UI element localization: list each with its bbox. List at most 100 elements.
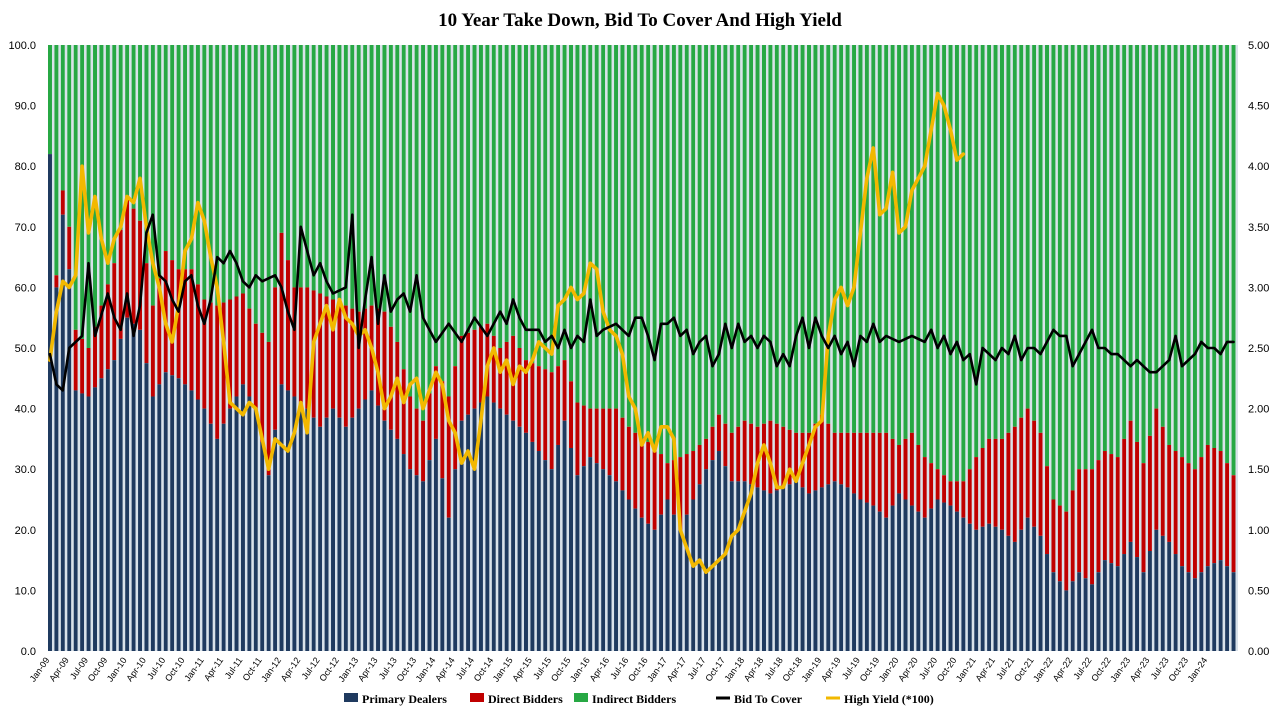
bar-direct-bidders — [974, 457, 979, 530]
x-tick-label: Apr-20 — [896, 655, 920, 683]
bar-gap — [238, 45, 241, 651]
bar-primary-dealers — [324, 417, 329, 651]
bar-indirect-bidders — [787, 45, 792, 430]
bar-indirect-bidders — [446, 45, 451, 397]
bar-direct-bidders — [1102, 451, 1107, 561]
bar-gap — [991, 45, 994, 651]
bar-primary-dealers — [176, 378, 181, 651]
bar-primary-dealers — [1006, 535, 1011, 651]
bar-gap — [1003, 45, 1007, 651]
bar-indirect-bidders — [1025, 45, 1030, 409]
bar-primary-dealers — [762, 490, 766, 651]
bar-indirect-bidders — [723, 45, 728, 424]
bar-gap — [225, 45, 229, 651]
bar-direct-bidders — [1167, 444, 1172, 542]
bar-direct-bidders — [1192, 469, 1197, 579]
bar-direct-bidders — [279, 232, 284, 385]
bar-direct-bidders — [646, 441, 651, 524]
bar-primary-dealers — [1000, 529, 1004, 651]
bar-gap — [174, 45, 177, 651]
bar-indirect-bidders — [1218, 45, 1223, 452]
bar-primary-dealers — [440, 478, 445, 651]
bar-primary-dealers — [163, 372, 168, 651]
bar-direct-bidders — [105, 284, 110, 370]
bar-gap — [1235, 45, 1238, 651]
bar-gap — [309, 45, 312, 651]
bar-direct-bidders — [247, 308, 252, 397]
right-tick-label: 2.50 — [1248, 343, 1269, 355]
bar-primary-dealers — [1090, 584, 1095, 651]
bar-gap — [1087, 45, 1091, 651]
bar-primary-dealers — [1102, 560, 1107, 651]
right-tick-label: 0.00 — [1248, 646, 1269, 658]
bar-gap — [1049, 45, 1052, 651]
bar-gap — [547, 45, 550, 651]
bar-indirect-bidders — [1000, 45, 1004, 439]
bar-gap — [894, 45, 898, 651]
bar-indirect-bidders — [614, 45, 619, 409]
bar-direct-bidders — [884, 432, 889, 518]
bar-gap — [682, 45, 685, 651]
bar-indirect-bidders — [99, 45, 104, 306]
bar-indirect-bidders — [646, 45, 651, 442]
x-tick-label: Jan-18 — [722, 655, 746, 683]
bar-direct-bidders — [1083, 469, 1088, 579]
bar-direct-bidders — [980, 447, 985, 527]
bar-gap — [450, 45, 454, 651]
bar-primary-dealers — [845, 487, 850, 651]
x-tick-label: Apr-15 — [510, 655, 534, 683]
bar-gap — [740, 45, 743, 651]
bar-primary-dealers — [305, 408, 310, 651]
bar-primary-dealers — [150, 396, 155, 651]
bar-indirect-bidders — [292, 45, 297, 288]
bar-direct-bidders — [395, 341, 400, 439]
bar-primary-dealers — [1032, 526, 1037, 651]
bar-primary-dealers — [813, 490, 818, 651]
bar-direct-bidders — [517, 348, 522, 427]
bar-primary-dealers — [890, 505, 895, 651]
bar-primary-dealers — [569, 447, 574, 651]
bar-indirect-bidders — [871, 45, 876, 433]
bar-gap — [984, 45, 988, 651]
bar-direct-bidders — [324, 296, 329, 418]
bar-primary-dealers — [1122, 554, 1127, 651]
bar-gap — [1139, 45, 1142, 651]
bar-indirect-bidders — [131, 45, 136, 209]
bar-primary-dealers — [131, 323, 136, 651]
bar-primary-dealers — [350, 417, 355, 651]
bar-gap — [116, 45, 119, 651]
bar-direct-bidders — [1231, 475, 1236, 573]
left-tick-label: 30.0 — [15, 464, 36, 476]
bar-primary-dealers — [234, 396, 239, 651]
bar-primary-dealers — [832, 481, 837, 651]
bar-gap — [251, 45, 254, 651]
bar-indirect-bidders — [440, 45, 445, 382]
bar-primary-dealers — [736, 481, 741, 651]
right-tick-label: 0.50 — [1248, 585, 1269, 597]
bar-gap — [103, 45, 106, 651]
bar-gap — [688, 45, 692, 651]
bar-indirect-bidders — [1064, 45, 1069, 512]
x-tick-label: Apr-10 — [124, 655, 148, 683]
bar-direct-bidders — [202, 299, 207, 409]
legend-swatch — [470, 693, 484, 702]
bar-gap — [270, 45, 274, 651]
bar-primary-dealers — [1109, 563, 1114, 651]
bar-direct-bidders — [716, 414, 721, 452]
bar-indirect-bidders — [626, 45, 631, 427]
bar-primary-dealers — [1147, 551, 1152, 651]
bar-indirect-bidders — [1051, 45, 1056, 500]
bar-indirect-bidders — [935, 45, 940, 470]
bar-direct-bidders — [581, 405, 586, 467]
bar-direct-bidders — [292, 287, 297, 397]
bar-direct-bidders — [150, 305, 155, 397]
bar-gap — [566, 45, 570, 651]
bar-primary-dealers — [73, 390, 78, 651]
bar-primary-dealers — [961, 517, 966, 651]
bar-indirect-bidders — [961, 45, 966, 482]
bar-direct-bidders — [176, 269, 181, 379]
bar-direct-bidders — [401, 369, 406, 455]
bar-indirect-bidders — [1096, 45, 1101, 461]
bar-primary-dealers — [498, 408, 503, 651]
bar-direct-bidders — [273, 287, 278, 430]
